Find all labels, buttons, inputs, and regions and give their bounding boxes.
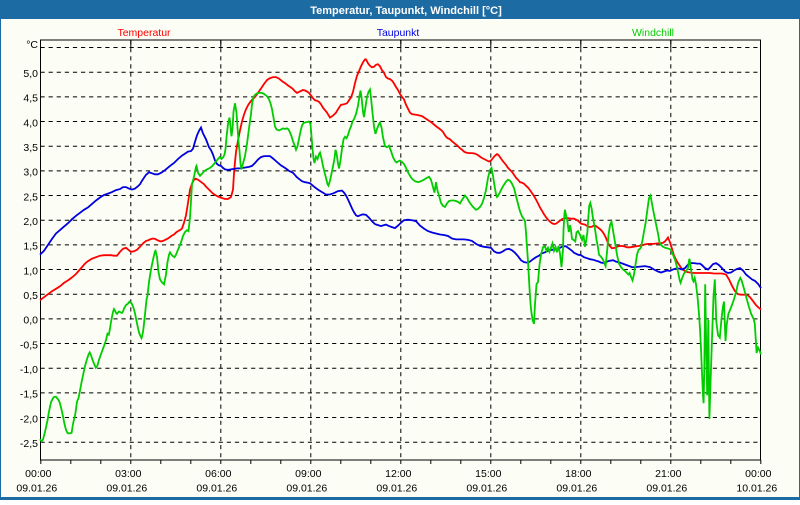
svg-text:09.01.26: 09.01.26 [646,483,687,495]
svg-text:0,0: 0,0 [23,315,38,327]
svg-text:-0,5: -0,5 [20,339,38,351]
svg-text:5,0: 5,0 [23,68,38,80]
svg-text:3,0: 3,0 [23,167,38,179]
svg-text:4,0: 4,0 [23,117,38,129]
svg-text:00:00: 00:00 [745,468,771,480]
svg-text:10.01.26: 10.01.26 [736,483,777,495]
svg-text:3,5: 3,5 [23,142,38,154]
svg-text:15:00: 15:00 [475,468,501,480]
svg-text:09.01.26: 09.01.26 [106,483,147,495]
svg-text:09.01.26: 09.01.26 [286,483,327,495]
svg-text:Temperatur, Taupunkt, Windchil: Temperatur, Taupunkt, Windchill [°C] [310,5,502,17]
svg-text:-2,5: -2,5 [20,438,38,450]
svg-text:°C: °C [26,39,38,51]
svg-text:2,5: 2,5 [23,191,38,203]
svg-text:-2,0: -2,0 [20,413,38,425]
svg-text:-1,0: -1,0 [20,364,38,376]
svg-text:09:00: 09:00 [295,468,321,480]
svg-text:18:00: 18:00 [565,468,591,480]
svg-text:09.01.26: 09.01.26 [196,483,237,495]
svg-text:1,5: 1,5 [23,241,38,253]
svg-text:Windchill: Windchill [632,27,674,39]
svg-text:06:00: 06:00 [205,468,231,480]
svg-text:09.01.26: 09.01.26 [376,483,417,495]
svg-text:Taupunkt: Taupunkt [377,27,420,39]
svg-text:0,5: 0,5 [23,290,38,302]
svg-text:09.01.26: 09.01.26 [466,483,507,495]
svg-text:21:00: 21:00 [655,468,681,480]
svg-text:09.01.26: 09.01.26 [16,483,57,495]
svg-text:09.01.26: 09.01.26 [556,483,597,495]
svg-text:12:00: 12:00 [385,468,411,480]
svg-text:1,0: 1,0 [23,265,38,277]
svg-text:-1,5: -1,5 [20,389,38,401]
svg-text:03:00: 03:00 [115,468,141,480]
svg-text:00:00: 00:00 [25,468,51,480]
svg-text:Temperatur: Temperatur [117,27,171,39]
svg-text:2,0: 2,0 [23,216,38,228]
svg-text:4,5: 4,5 [23,93,38,105]
